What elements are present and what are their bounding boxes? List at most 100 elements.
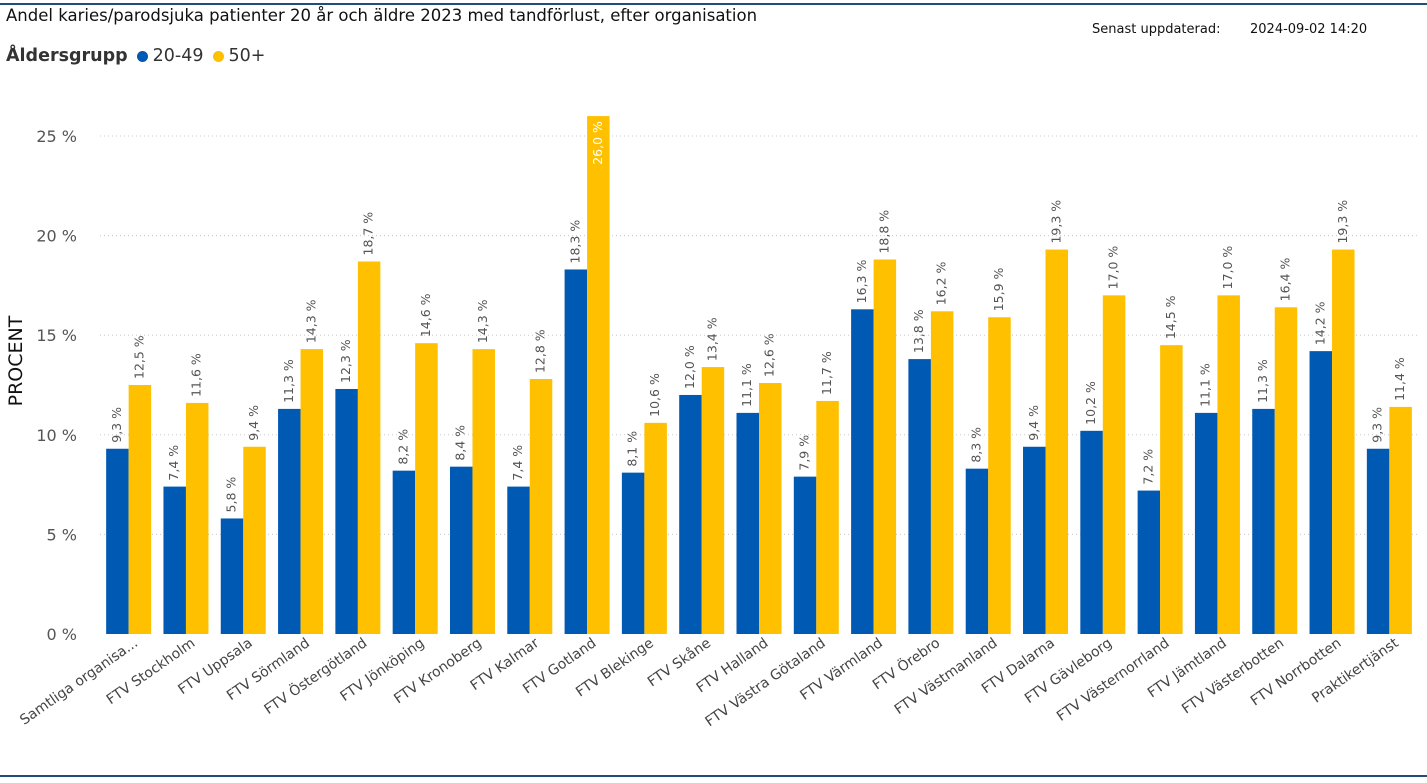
data-label-20-49-14: 13,8 % bbox=[911, 309, 926, 353]
bar-50+-14 bbox=[930, 311, 954, 634]
bar-20-49-4 bbox=[335, 388, 358, 634]
legend-label-20-49: 20-49 bbox=[152, 46, 204, 66]
data-label-50+-3: 14,3 % bbox=[303, 299, 318, 343]
bar-20-49-11 bbox=[736, 412, 759, 634]
data-label-50+-9: 10,6 % bbox=[647, 373, 662, 417]
bar-20-49-0 bbox=[106, 448, 129, 634]
bar-50+-22 bbox=[1389, 406, 1412, 634]
bar-50+-9 bbox=[644, 422, 667, 634]
bar-20-49-20 bbox=[1252, 408, 1275, 634]
bar-20-49-13 bbox=[851, 309, 874, 634]
bar-50+-20 bbox=[1274, 307, 1298, 634]
data-label-20-49-13: 16,3 % bbox=[854, 259, 869, 303]
bar-20-49-1 bbox=[163, 486, 186, 634]
data-label-20-49-4: 12,3 % bbox=[338, 339, 353, 383]
bar-50+-18 bbox=[1160, 345, 1183, 634]
legend-title: Åldersgrupp bbox=[6, 46, 128, 66]
data-label-50+-22: 11,4 % bbox=[1392, 357, 1407, 401]
y-tick-label-0: 0 % bbox=[47, 625, 77, 644]
y-tick-label-25: 25 % bbox=[36, 127, 77, 146]
bar-20-49-3 bbox=[278, 408, 301, 634]
data-label-50+-13: 18,8 % bbox=[876, 210, 891, 254]
bar-50+-12 bbox=[816, 400, 839, 634]
bar-50+-3 bbox=[300, 349, 324, 634]
data-label-20-49-10: 12,0 % bbox=[682, 345, 697, 389]
y-axis-label: PROCENT bbox=[5, 315, 27, 406]
bar-20-49-2 bbox=[220, 518, 244, 634]
x-tick-label-4: FTV Östergötland bbox=[260, 634, 370, 718]
legend-dot-50plus bbox=[212, 50, 224, 62]
bar-20-49-7 bbox=[507, 486, 530, 634]
data-label-20-49-0: 9,3 % bbox=[109, 407, 124, 443]
legend-label-50plus: 50+ bbox=[228, 46, 266, 66]
bar-50+-10 bbox=[701, 367, 725, 634]
x-tick-label-20: FTV Västerbotten bbox=[1179, 635, 1287, 717]
bar-20-49-12 bbox=[793, 476, 817, 634]
bar-20-49-14 bbox=[908, 359, 931, 634]
bar-50+-13 bbox=[873, 259, 897, 634]
bar-20-49-5 bbox=[392, 470, 416, 634]
data-label-20-49-6: 8,4 % bbox=[453, 425, 468, 461]
data-label-20-49-18: 7,2 % bbox=[1140, 449, 1155, 485]
bar-50+-15 bbox=[988, 317, 1011, 634]
bar-20-49-21 bbox=[1309, 351, 1333, 634]
data-label-20-49-2: 5,8 % bbox=[224, 477, 239, 513]
data-label-50+-2: 9,4 % bbox=[246, 405, 261, 441]
top-rule bbox=[0, 3, 1427, 5]
data-label-50+-1: 11,6 % bbox=[189, 353, 204, 397]
data-label-50+-15: 15,9 % bbox=[991, 267, 1006, 311]
bar-50+-6 bbox=[472, 349, 495, 634]
data-label-50+-10: 13,4 % bbox=[704, 317, 719, 361]
data-label-20-49-1: 7,4 % bbox=[166, 445, 181, 481]
bar-50+-1 bbox=[185, 402, 209, 634]
data-label-20-49-3: 11,3 % bbox=[281, 359, 296, 403]
y-tick-label-5: 5 % bbox=[47, 525, 77, 544]
data-label-20-49-16: 9,4 % bbox=[1026, 405, 1041, 441]
bar-20-49-17 bbox=[1080, 430, 1103, 634]
chart-title: Andel karies/parodsjuka patienter 20 år … bbox=[6, 6, 758, 25]
last-updated-value: 2024-09-02 14:20 bbox=[1250, 22, 1368, 37]
data-label-50+-7: 12,8 % bbox=[533, 329, 548, 373]
bar-20-49-18 bbox=[1137, 490, 1161, 634]
data-label-20-49-15: 8,3 % bbox=[968, 427, 983, 463]
bar-50+-5 bbox=[415, 343, 438, 634]
data-label-50+-17: 17,0 % bbox=[1106, 246, 1121, 290]
bar-50+-11 bbox=[759, 383, 782, 634]
data-label-50+-8: 26,0 % bbox=[590, 121, 605, 165]
data-label-20-49-21: 14,2 % bbox=[1312, 301, 1327, 345]
bar-50+-7 bbox=[529, 379, 553, 634]
bar-50+-21 bbox=[1332, 249, 1355, 634]
bar-20-49-9 bbox=[621, 472, 645, 634]
legend-item-50plus[interactable]: 50+ bbox=[212, 46, 266, 66]
bar-20-49-22 bbox=[1366, 448, 1390, 634]
bar-20-49-10 bbox=[679, 394, 702, 634]
data-label-50+-5: 14,6 % bbox=[418, 293, 433, 337]
bar-20-49-16 bbox=[1023, 446, 1046, 634]
data-label-50+-20: 16,4 % bbox=[1277, 258, 1292, 302]
y-tick-label-10: 10 % bbox=[36, 426, 77, 445]
data-label-20-49-12: 7,9 % bbox=[797, 435, 812, 471]
data-label-50+-21: 19,3 % bbox=[1335, 200, 1350, 244]
bar-50+-16 bbox=[1045, 249, 1069, 634]
data-label-20-49-17: 10,2 % bbox=[1083, 381, 1098, 425]
data-label-20-49-5: 8,2 % bbox=[395, 429, 410, 465]
y-tick-label-20: 20 % bbox=[36, 227, 77, 246]
bar-50+-17 bbox=[1102, 295, 1126, 634]
legend-item-20-49[interactable]: 20-49 bbox=[136, 46, 204, 66]
data-label-20-49-11: 11,1 % bbox=[739, 363, 754, 407]
bar-50+-8 bbox=[587, 116, 610, 634]
bottom-rule bbox=[0, 775, 1427, 777]
data-label-50+-12: 11,7 % bbox=[819, 351, 834, 395]
bar-50+-0 bbox=[128, 385, 152, 634]
bar-20-49-8 bbox=[564, 269, 588, 634]
bar-20-49-15 bbox=[965, 468, 989, 634]
data-label-50+-4: 18,7 % bbox=[361, 212, 376, 256]
legend: Åldersgrupp 20-49 50+ bbox=[6, 46, 274, 66]
bar-50+-2 bbox=[243, 446, 266, 634]
x-tick-label-15: FTV Västmanland bbox=[892, 635, 1001, 718]
data-label-20-49-19: 11,1 % bbox=[1198, 363, 1213, 407]
data-label-50+-6: 14,3 % bbox=[475, 299, 490, 343]
bar-50+-4 bbox=[357, 261, 381, 634]
last-updated-label: Senast uppdaterad: bbox=[1092, 22, 1221, 37]
data-label-50+-14: 16,2 % bbox=[934, 261, 949, 305]
